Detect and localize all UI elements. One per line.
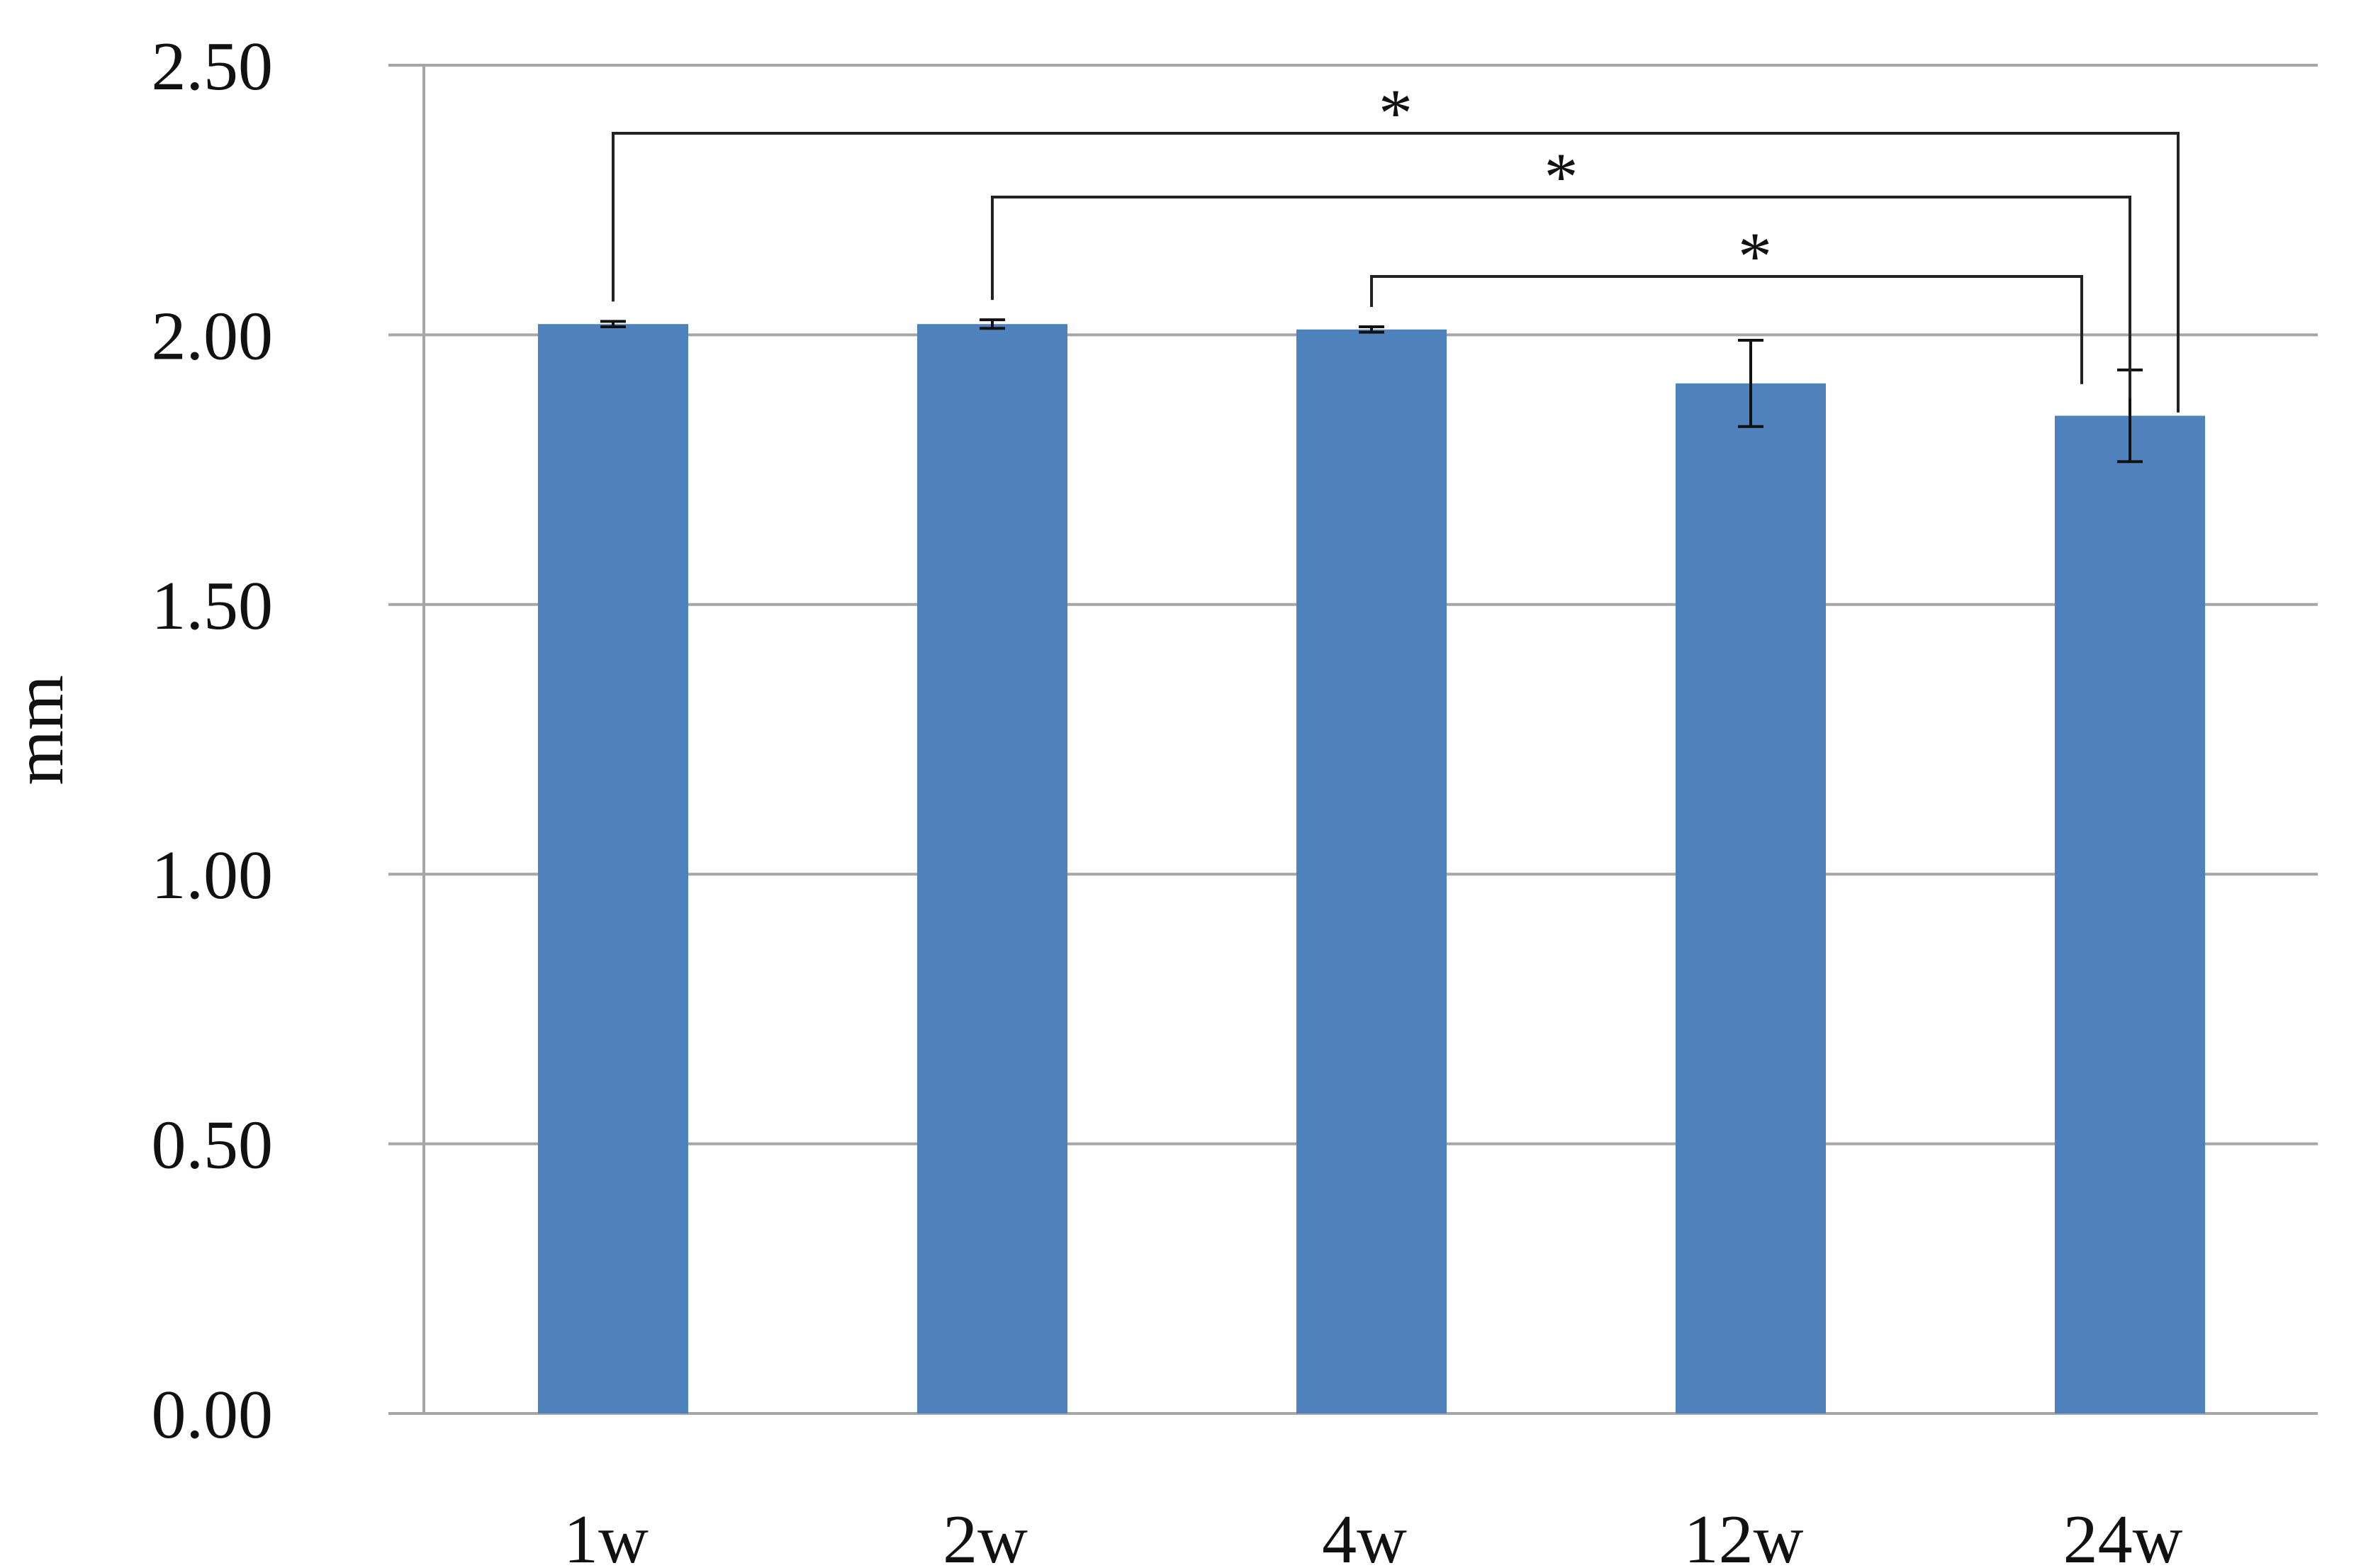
significance-bracket-2w-24w: * xyxy=(991,139,2131,398)
bar-12w xyxy=(1676,383,1826,1413)
bar-24w xyxy=(2055,415,2205,1413)
significance-star: * xyxy=(1738,218,1772,294)
y-tick-label: 1.50 xyxy=(152,568,274,644)
y-tick-label: 0.00 xyxy=(152,1377,274,1453)
bar-1w xyxy=(538,324,688,1414)
significance-bracket-4w-24w: * xyxy=(1370,218,2083,384)
y-tick-label: 2.00 xyxy=(152,298,274,374)
x-tick-label-12w: 12w xyxy=(1684,1501,1804,1568)
bar-2w xyxy=(917,324,1067,1414)
y-tick-label: 2.50 xyxy=(152,28,274,105)
y-tick-label: 1.00 xyxy=(152,837,274,914)
bars xyxy=(538,324,2205,1414)
significance-star: * xyxy=(1544,139,1578,215)
significance-bracket-1w-24w: * xyxy=(612,75,2180,413)
x-tick-label-2w: 2w xyxy=(943,1501,1028,1568)
error-bars xyxy=(600,318,2143,464)
error-bar-12w xyxy=(1738,339,1763,428)
bar-4w xyxy=(1296,329,1447,1413)
x-tick-label-24w: 24w xyxy=(2063,1501,2183,1568)
error-bar-4w xyxy=(1359,325,1384,334)
significance-star: * xyxy=(1379,75,1413,151)
x-tick-label-1w: 1w xyxy=(563,1501,649,1568)
y-tick-label: 0.50 xyxy=(152,1107,274,1184)
x-tick-label-4w: 4w xyxy=(1322,1501,1407,1568)
significance-brackets: * * * xyxy=(612,75,2180,413)
error-bar-2w xyxy=(980,318,1005,330)
error-bar-1w xyxy=(600,320,626,328)
tick-labels: 0.00 0.50 1.00 1.50 2.00 2.50 1w 2w 4w 12w 24w xyxy=(152,28,2183,1568)
y-axis-label: mm xyxy=(0,675,78,785)
